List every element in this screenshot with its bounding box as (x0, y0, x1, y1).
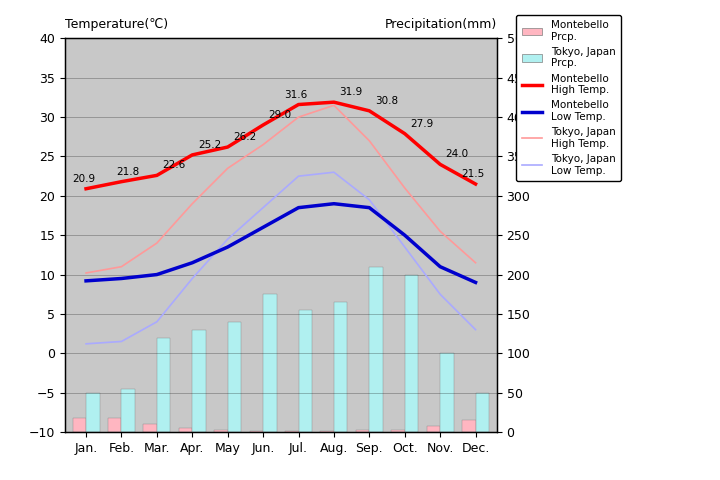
Bar (122, 389, 135, 432)
Bar (108, 418, 122, 432)
Text: Temperature(℃): Temperature(℃) (65, 18, 168, 31)
Bar (462, 420, 475, 432)
Bar (334, 302, 347, 432)
Text: 31.9: 31.9 (339, 87, 363, 97)
Text: Precipitation(mm): Precipitation(mm) (384, 18, 497, 31)
Text: 24.0: 24.0 (446, 149, 469, 159)
Bar (143, 424, 157, 432)
Bar (157, 337, 171, 432)
Bar (215, 430, 228, 432)
Bar (440, 353, 454, 432)
Bar (391, 430, 405, 432)
Text: 25.2: 25.2 (198, 140, 221, 150)
Text: 27.9: 27.9 (410, 119, 433, 129)
Text: 22.6: 22.6 (163, 160, 186, 170)
Bar (427, 426, 440, 432)
Text: 21.5: 21.5 (462, 169, 485, 179)
Text: 26.2: 26.2 (233, 132, 256, 142)
Bar (73, 418, 86, 432)
Text: 29.0: 29.0 (269, 110, 292, 120)
Bar (369, 267, 383, 432)
Bar (475, 393, 489, 432)
Bar (250, 431, 263, 432)
Bar (320, 431, 334, 432)
Bar (192, 330, 206, 432)
Bar (285, 431, 299, 432)
Text: 21.8: 21.8 (116, 167, 139, 177)
Bar (299, 310, 312, 432)
Text: 20.9: 20.9 (72, 174, 95, 184)
Bar (405, 275, 418, 432)
Bar (228, 322, 241, 432)
Bar (356, 430, 369, 432)
Bar (86, 393, 99, 432)
Text: 31.6: 31.6 (284, 90, 308, 99)
Text: 30.8: 30.8 (375, 96, 398, 106)
Bar (263, 294, 276, 432)
Bar (179, 428, 192, 432)
Legend: Montebello
Prcp., Tokyo, Japan
Prcp., Montebello
High Temp., Montebello
Low Temp: Montebello Prcp., Tokyo, Japan Prcp., Mo… (516, 15, 621, 181)
